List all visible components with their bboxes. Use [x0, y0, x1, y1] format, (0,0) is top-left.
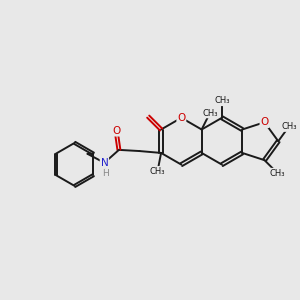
Text: N: N — [100, 158, 108, 168]
Text: CH₃: CH₃ — [214, 96, 230, 105]
Text: O: O — [260, 117, 268, 127]
Text: CH₃: CH₃ — [150, 167, 165, 176]
Text: CH₃: CH₃ — [270, 169, 285, 178]
Text: O: O — [112, 126, 120, 136]
Text: CH₃: CH₃ — [281, 122, 296, 131]
Text: H: H — [102, 169, 109, 178]
Text: CH₃: CH₃ — [202, 109, 218, 118]
Text: O: O — [177, 113, 185, 123]
